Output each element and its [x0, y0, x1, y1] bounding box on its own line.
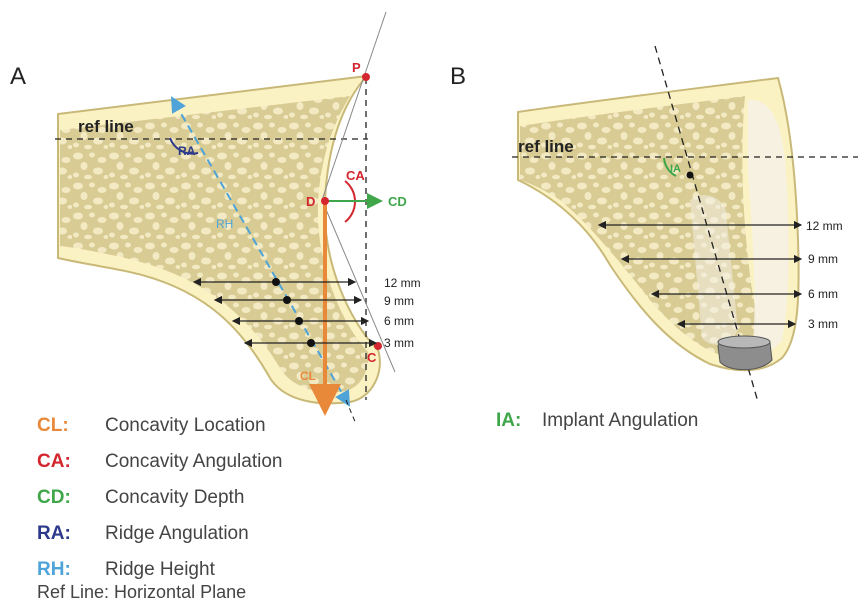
legend-abbr-cd: CD: [37, 487, 71, 508]
legend-item-cd: CD: Concavity Depth [37, 480, 357, 516]
width-center-12mm-a [272, 278, 280, 286]
legend-abbr-ia: IA: [496, 410, 522, 431]
legend-desc-cd: Concavity Depth [105, 487, 245, 508]
width-label-9mm-a: 9 mm [384, 294, 414, 308]
width-label-9mm-b: 9 mm [808, 252, 838, 266]
implant-angle-arc [663, 157, 677, 177]
implant-body [717, 335, 773, 371]
legend-desc-ia: Implant Angulation [542, 410, 699, 431]
ridge-height-line [171, 96, 350, 407]
legend-item-ca: CA: Concavity Angulation [37, 444, 357, 480]
width-label-12mm-a: 12 mm [384, 276, 421, 290]
legend-abbr-cl: CL: [37, 415, 69, 436]
width-label-3mm-b: 3 mm [808, 317, 838, 331]
cl-label: CL [300, 369, 316, 383]
panel-b-label: B [450, 63, 466, 90]
panel-b: B ref line IA 12 mm 9 mm 6 mm 3 mm [450, 45, 858, 403]
legend-desc-cl: Concavity Location [105, 415, 266, 436]
point-p-label: P [352, 60, 361, 75]
legend-abbr-ra: RA: [37, 523, 71, 544]
legend-abbr-rh: RH: [37, 559, 71, 580]
point-d [321, 197, 329, 205]
width-label-6mm-b: 6 mm [808, 287, 838, 301]
ref-line-label-b: ref line [518, 137, 574, 156]
cd-label: CD [388, 194, 407, 209]
implant-angle-point [686, 171, 694, 179]
point-c [374, 342, 382, 350]
point-p [362, 73, 370, 81]
width-center-9mm-a [283, 296, 291, 304]
width-label-6mm-a: 6 mm [384, 314, 414, 328]
legend-panel-a: CL: Concavity Location CA: Concavity Ang… [37, 408, 357, 603]
legend-item-cl: CL: Concavity Location [37, 408, 357, 444]
point-c-label: C [367, 350, 377, 365]
legend-item-ra: RA: Ridge Angulation [37, 516, 357, 552]
ca-label: CA [346, 168, 365, 183]
ridge-bone-b [517, 76, 800, 372]
width-measures-a: 12 mm 9 mm 6 mm 3 mm [192, 276, 421, 350]
legend-desc-ra: Ridge Angulation [105, 523, 249, 544]
width-label-12mm-b: 12 mm [806, 219, 843, 233]
legend-desc-ca: Concavity Angulation [105, 451, 283, 472]
ridge-axis-extension [345, 399, 357, 425]
width-label-3mm-a: 3 mm [384, 336, 414, 350]
legend-item-rh: RH: Ridge Height [37, 552, 357, 588]
legend-panel-b: IA: Implant Angulation [496, 410, 698, 432]
ra-label: RA [178, 144, 196, 158]
panel-a-label: A [10, 63, 26, 90]
width-center-3mm-a [307, 339, 315, 347]
legend-footer: Ref Line: Horizontal Plane [37, 582, 247, 602]
ridge-angle-arc [169, 137, 199, 155]
rh-label: RH [216, 217, 233, 231]
legend-desc-rh: Ridge Height [105, 559, 215, 580]
ia-label: IA [670, 163, 681, 175]
width-center-6mm-a [295, 317, 303, 325]
implant-site-shade [690, 195, 738, 345]
point-d-label: D [306, 194, 315, 209]
ref-line-label-a: ref line [78, 117, 134, 136]
panel-a: A ref line RH RA CL CA CD P D C [10, 11, 421, 425]
legend-abbr-ca: CA: [37, 451, 71, 472]
width-measures-b: 12 mm 9 mm 6 mm 3 mm [597, 219, 843, 331]
